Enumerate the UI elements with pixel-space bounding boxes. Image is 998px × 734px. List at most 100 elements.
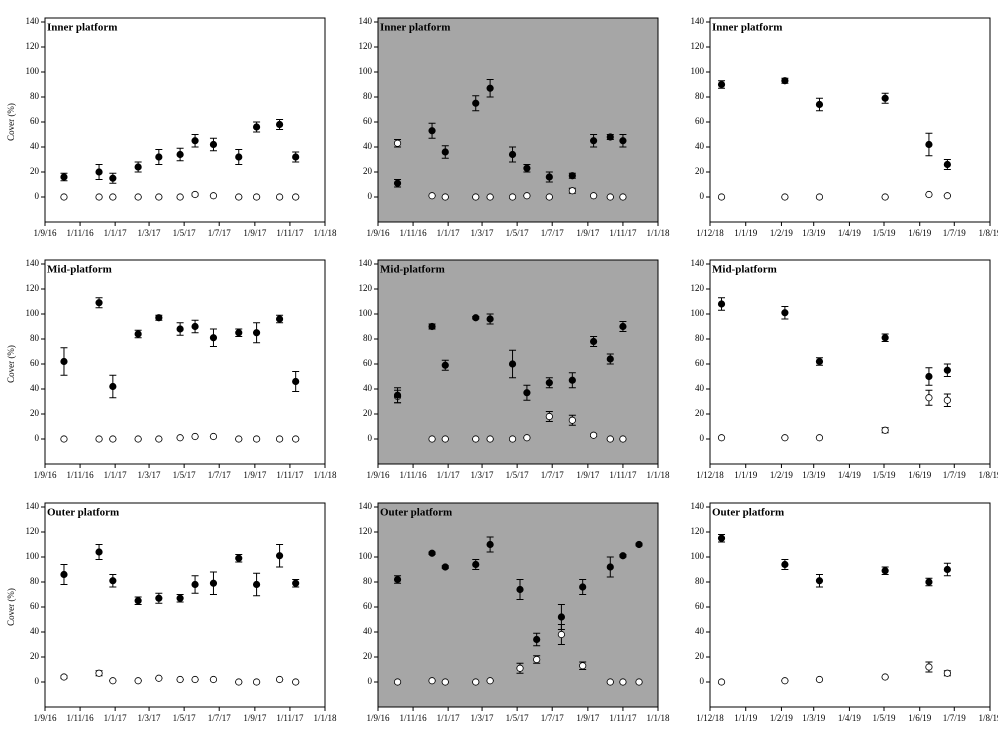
data-point	[472, 314, 480, 322]
plot-area	[709, 17, 991, 223]
x-tick-label: 1/9/16	[366, 470, 390, 480]
data-point	[275, 435, 284, 443]
x-tick-label: 1/5/19	[872, 713, 896, 723]
y-tick-label: 120	[359, 283, 373, 293]
x-tick-label: 1/7/17	[208, 228, 232, 238]
data-point	[717, 193, 726, 201]
data-point	[590, 431, 598, 439]
y-tick-label: 100	[26, 551, 40, 561]
x-tick-label: 1/3/17	[138, 470, 162, 480]
y-tick-label: 40	[363, 383, 373, 393]
x-tick-label: 1/11/16	[399, 470, 427, 480]
data-point	[428, 322, 436, 331]
x-tick-label: 1/7/17	[208, 470, 232, 480]
data-point	[486, 315, 494, 323]
data-point	[781, 77, 789, 85]
x-tick-label: 1/11/16	[399, 713, 427, 723]
y-tick-label: 140	[359, 16, 373, 26]
x-tick-label: 1/3/17	[138, 228, 162, 238]
data-point	[533, 655, 541, 664]
x-tick-label: 1/7/17	[541, 228, 565, 238]
data-point	[191, 432, 199, 441]
y-tick-label: 80	[30, 91, 40, 101]
data-point	[472, 435, 480, 443]
data-point	[635, 678, 643, 686]
data-point	[428, 435, 436, 443]
plot-area	[709, 502, 991, 708]
data-point	[781, 560, 789, 569]
x-tick-label: 1/1/18	[313, 713, 337, 723]
x-tick-label: 1/3/19	[802, 470, 826, 480]
y-tick-label: 0	[700, 433, 705, 443]
data-point	[209, 579, 218, 587]
data-point	[943, 192, 951, 200]
panel: Mid-platform Cover (%) 0 20 40 60 80 100 120 140 1…	[6, 258, 337, 480]
y-tick-label: 20	[363, 408, 373, 418]
y-tick-label: 40	[363, 626, 373, 636]
data-point	[590, 192, 598, 200]
y-tick-label: 100	[26, 308, 40, 318]
y-tick-label: 100	[26, 66, 40, 76]
data-point	[292, 435, 300, 443]
x-tick-label: 1/7/19	[943, 713, 967, 723]
y-tick-label: 120	[26, 41, 40, 51]
data-point	[516, 664, 524, 672]
y-tick-label: 40	[363, 141, 373, 151]
panel: Inner platform Cover (%) 0 20 40 60 80 100 120 14…	[6, 16, 337, 238]
x-tick-label: 1/12/18	[696, 228, 724, 238]
x-tick-label: 1/11/16	[66, 470, 94, 480]
data-point	[635, 540, 643, 549]
y-tick-label: 40	[30, 141, 40, 151]
data-point	[486, 193, 494, 201]
x-tick-label: 1/1/17	[437, 470, 461, 480]
y-tick-label: 120	[691, 526, 705, 536]
data-point	[508, 193, 517, 201]
panel: Inner platform 0 20 40 60 80 100 120 140 1/12/18 1…	[691, 16, 998, 238]
data-point	[209, 334, 218, 342]
data-point	[943, 366, 951, 374]
y-tick-label: 0	[700, 191, 705, 201]
data-point	[235, 435, 243, 443]
data-point	[95, 299, 103, 307]
data-point	[441, 193, 449, 201]
data-point	[472, 560, 480, 569]
data-point	[393, 575, 402, 584]
x-tick-label: 1/5/17	[173, 228, 197, 238]
y-tick-label: 60	[30, 358, 40, 368]
data-point	[486, 84, 494, 92]
data-point	[557, 630, 566, 639]
y-tick-label: 100	[359, 551, 373, 561]
panel-title: Outer platform	[712, 507, 784, 519]
data-point	[275, 315, 284, 323]
y-tick-label: 120	[691, 283, 705, 293]
x-tick-label: 1/11/17	[609, 713, 637, 723]
data-point	[191, 322, 199, 331]
data-point	[441, 563, 449, 571]
data-point	[155, 193, 163, 201]
x-tick-label: 1/11/16	[66, 228, 94, 238]
x-tick-label: 1/3/19	[802, 713, 826, 723]
x-tick-label: 1/4/19	[838, 228, 862, 238]
data-point	[717, 534, 726, 542]
x-tick-label: 1/9/16	[33, 228, 57, 238]
x-tick-label: 1/6/19	[908, 470, 932, 480]
panel: Outer platform Cover (%) 0 20 40 60 80 100 120 14…	[6, 501, 337, 723]
data-point	[393, 139, 402, 147]
y-tick-label: 0	[368, 433, 373, 443]
y-tick-label: 140	[26, 501, 40, 511]
y-tick-label: 0	[700, 676, 705, 686]
data-point	[486, 435, 494, 443]
data-point	[568, 376, 576, 384]
x-tick-label: 1/5/17	[506, 713, 530, 723]
panel-title: Inner platform	[712, 22, 782, 34]
y-tick-label: 80	[695, 333, 705, 343]
data-point	[95, 435, 103, 443]
data-point	[275, 120, 284, 129]
y-tick-label: 0	[35, 191, 40, 201]
data-point	[545, 193, 553, 201]
data-point	[252, 678, 261, 686]
data-point	[155, 435, 163, 443]
data-point	[781, 193, 789, 201]
data-point	[209, 192, 218, 200]
